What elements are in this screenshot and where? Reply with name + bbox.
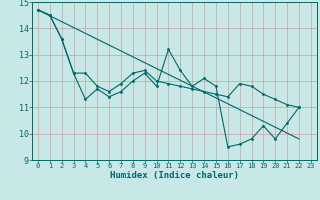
X-axis label: Humidex (Indice chaleur): Humidex (Indice chaleur) <box>110 171 239 180</box>
